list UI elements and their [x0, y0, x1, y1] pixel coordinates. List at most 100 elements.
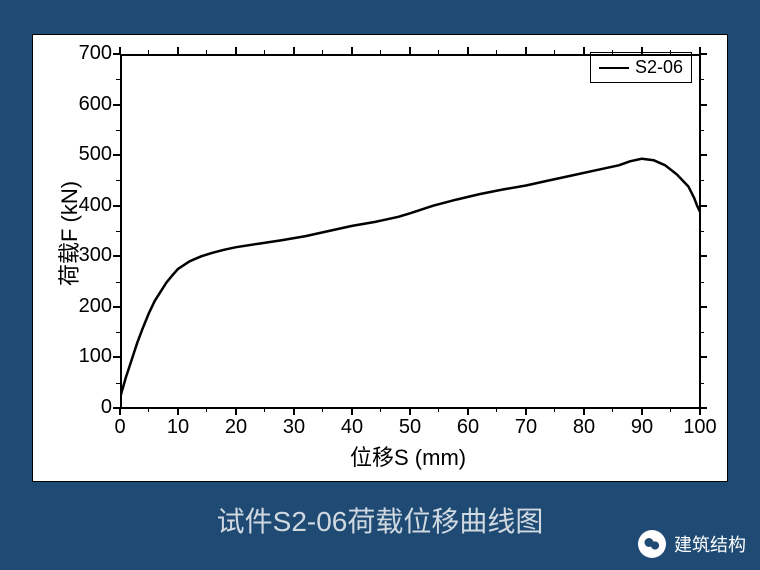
- y-tick-label: 0: [64, 396, 112, 419]
- legend-label: S2-06: [635, 57, 683, 78]
- x-tick: [351, 408, 353, 415]
- x-tick-label: 50: [390, 416, 430, 439]
- y-minor-tick-right: [700, 282, 704, 283]
- x-tick: [409, 408, 411, 415]
- y-minor-tick: [116, 383, 120, 384]
- x-tick-label: 60: [448, 416, 488, 439]
- x-minor-tick-top: [148, 50, 149, 54]
- y-tick: [113, 205, 120, 207]
- y-tick-label: 700: [64, 42, 112, 65]
- plot-area: [120, 54, 700, 408]
- y-tick: [113, 407, 120, 409]
- x-tick: [699, 408, 701, 415]
- y-tick-label: 300: [64, 244, 112, 267]
- x-minor-tick-top: [496, 50, 497, 54]
- watermark: 建筑结构: [638, 530, 746, 558]
- x-tick-top: [351, 47, 353, 54]
- y-minor-tick-right: [700, 79, 704, 80]
- x-minor-tick: [380, 408, 381, 412]
- y-tick: [113, 306, 120, 308]
- x-minor-tick: [554, 408, 555, 412]
- axis-top: [120, 54, 700, 56]
- x-tick: [467, 408, 469, 415]
- x-minor-tick: [206, 408, 207, 412]
- x-tick-label: 80: [564, 416, 604, 439]
- y-tick-label: 100: [64, 345, 112, 368]
- x-tick-top: [293, 47, 295, 54]
- x-tick-label: 90: [622, 416, 662, 439]
- y-tick-right: [700, 407, 707, 409]
- x-tick-top: [177, 47, 179, 54]
- legend-line-sample: [599, 67, 629, 69]
- x-minor-tick-top: [670, 50, 671, 54]
- y-minor-tick-right: [700, 130, 704, 131]
- x-tick-label: 100: [680, 416, 720, 439]
- y-tick-right: [700, 255, 707, 257]
- y-tick-label: 400: [64, 194, 112, 217]
- x-tick: [177, 408, 179, 415]
- y-minor-tick-right: [700, 383, 704, 384]
- y-tick: [113, 356, 120, 358]
- x-minor-tick-top: [612, 50, 613, 54]
- x-minor-tick: [496, 408, 497, 412]
- load-displacement-curve: [120, 54, 700, 408]
- x-tick-label: 70: [506, 416, 546, 439]
- x-minor-tick: [612, 408, 613, 412]
- x-tick: [119, 408, 121, 415]
- y-tick: [113, 53, 120, 55]
- x-tick-label: 10: [158, 416, 198, 439]
- x-tick: [235, 408, 237, 415]
- x-minor-tick-top: [322, 50, 323, 54]
- y-minor-tick: [116, 79, 120, 80]
- y-minor-tick: [116, 180, 120, 181]
- x-tick-label: 40: [332, 416, 372, 439]
- x-minor-tick: [264, 408, 265, 412]
- y-minor-tick: [116, 231, 120, 232]
- x-minor-tick-top: [554, 50, 555, 54]
- y-tick-label: 200: [64, 295, 112, 318]
- x-minor-tick: [670, 408, 671, 412]
- y-tick-right: [700, 154, 707, 156]
- y-tick-right: [700, 205, 707, 207]
- y-tick: [113, 104, 120, 106]
- y-minor-tick-right: [700, 332, 704, 333]
- y-tick-label: 600: [64, 93, 112, 116]
- x-tick-top: [525, 47, 527, 54]
- x-minor-tick-top: [438, 50, 439, 54]
- x-tick: [525, 408, 527, 415]
- y-minor-tick: [116, 282, 120, 283]
- x-minor-tick: [322, 408, 323, 412]
- x-tick-top: [641, 47, 643, 54]
- x-minor-tick-top: [380, 50, 381, 54]
- x-tick-top: [235, 47, 237, 54]
- x-tick-top: [583, 47, 585, 54]
- x-minor-tick-top: [206, 50, 207, 54]
- y-minor-tick-right: [700, 180, 704, 181]
- y-tick-right: [700, 104, 707, 106]
- x-tick: [641, 408, 643, 415]
- y-minor-tick: [116, 130, 120, 131]
- x-tick-label: 30: [274, 416, 314, 439]
- x-tick-label: 20: [216, 416, 256, 439]
- y-tick-label: 500: [64, 143, 112, 166]
- x-tick: [583, 408, 585, 415]
- x-tick-top: [409, 47, 411, 54]
- x-minor-tick-top: [264, 50, 265, 54]
- y-tick: [113, 154, 120, 156]
- watermark-text: 建筑结构: [674, 531, 746, 557]
- x-tick-label: 0: [100, 416, 140, 439]
- y-tick-right: [700, 53, 707, 55]
- x-minor-tick: [148, 408, 149, 412]
- y-tick: [113, 255, 120, 257]
- y-tick-right: [700, 306, 707, 308]
- y-minor-tick-right: [700, 231, 704, 232]
- x-tick-top: [467, 47, 469, 54]
- x-tick: [293, 408, 295, 415]
- axis-left: [120, 54, 122, 408]
- y-tick-right: [700, 356, 707, 358]
- x-axis-label: 位移S (mm): [350, 440, 466, 472]
- y-minor-tick: [116, 332, 120, 333]
- x-minor-tick: [438, 408, 439, 412]
- legend: S2-06: [590, 52, 692, 83]
- chat-bubble-icon: [638, 530, 666, 558]
